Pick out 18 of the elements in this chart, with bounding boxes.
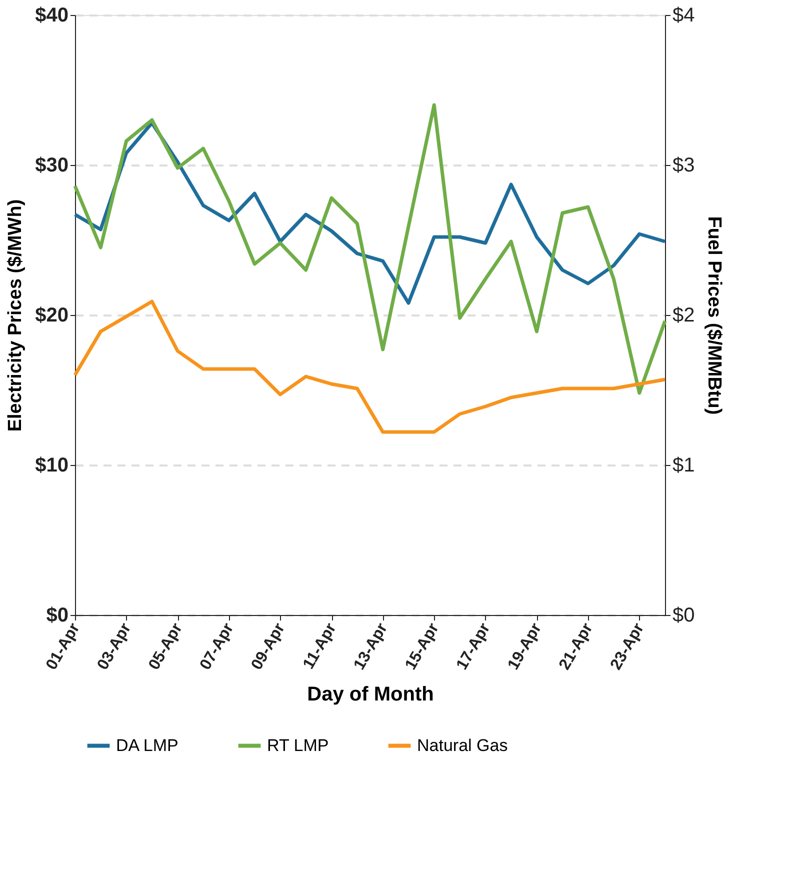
x-axis-title: Day of Month: [307, 683, 434, 706]
y2-tick-label: $2: [672, 304, 695, 326]
legend-label: Natural Gas: [417, 736, 508, 755]
y2-tick-label: $3: [672, 154, 695, 176]
y-tick-label: $20: [35, 304, 68, 326]
y-tick-label: $0: [46, 604, 68, 626]
line-series: [73, 103, 667, 395]
line-series: [73, 300, 667, 434]
legend-label: RT LMP: [267, 736, 329, 755]
y2-tick-label: $1: [672, 454, 695, 476]
y-tick-label: $30: [35, 154, 68, 176]
y-axis-title: Electricity Prices ($/MWh): [5, 199, 26, 432]
y2-tick-label: $0: [672, 604, 695, 626]
legend-label: DA LMP: [116, 736, 178, 755]
y-tick-label: $40: [35, 4, 68, 26]
y2-axis-title: Fuel Prices ($/MMBtu): [704, 216, 725, 415]
y-tick-label: $10: [35, 454, 68, 476]
y2-tick-label: $4: [672, 4, 695, 26]
